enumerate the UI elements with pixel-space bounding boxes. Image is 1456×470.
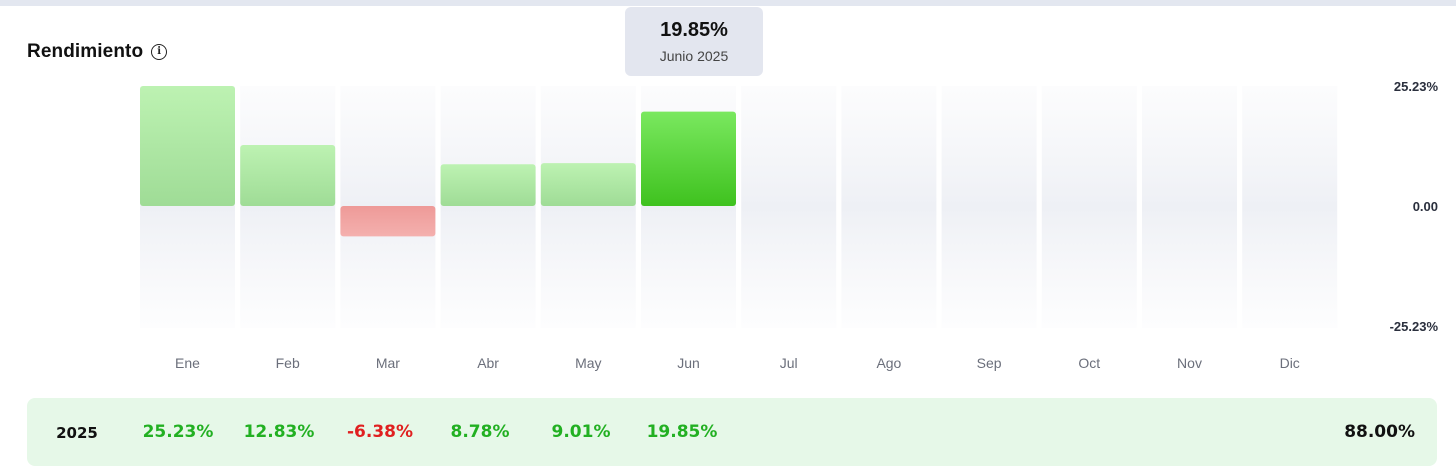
x-tick-label: Feb [276,355,300,371]
column-background[interactable] [1041,86,1137,328]
column-background[interactable] [1142,86,1237,328]
summary-value: 12.83% [243,422,315,442]
top-divider [0,0,1456,6]
bar-jun[interactable] [641,111,736,206]
column-backgrounds [140,86,1338,328]
column-background[interactable] [941,86,1037,328]
x-tick-label: May [575,355,601,371]
summary-value: 8.78% [450,422,510,442]
bar-feb[interactable] [240,144,336,206]
column-background[interactable] [240,86,336,328]
hover-tooltip: 19.85% Junio 2025 [625,7,763,76]
column-background[interactable] [1242,86,1338,328]
column-background[interactable] [540,86,636,328]
bar-may[interactable] [540,163,636,206]
x-tick-label: Jun [677,355,700,371]
info-icon[interactable]: i [151,44,168,60]
column-background[interactable] [841,86,937,328]
chart-header: Rendimiento i [27,41,168,63]
x-tick-label: Oct [1078,355,1100,371]
column-background[interactable] [440,86,536,328]
x-tick-label: Jul [780,355,798,371]
x-tick-label: Sep [977,355,1002,371]
column-background[interactable] [741,86,837,328]
tooltip-value: 19.85% [660,19,728,41]
summary-value: 19.85% [646,422,718,442]
bar-abr[interactable] [440,164,536,206]
bar-ene[interactable] [140,86,235,206]
summary-year: 2025 [56,424,98,442]
x-tick-label: Ene [175,355,200,371]
x-tick-label: Ago [876,355,901,371]
chart-title: Rendimiento [27,41,144,62]
summary-value: 25.23% [142,422,214,442]
y-tick-label: 0.00 [1413,199,1438,214]
yearly-summary-row: 2025 25.23% 12.83% -6.38% 8.78% 9.01% 19… [27,398,1437,466]
x-tick-label: Mar [376,355,400,371]
x-tick-label: Abr [477,355,499,371]
x-tick-label: Dic [1280,355,1300,371]
bars [140,86,736,237]
x-axis-labels: Ene Feb Mar Abr May Jun Jul Ago Sep Oct Nov Dic [175,355,1300,371]
summary-total: 88.00% [1344,422,1415,442]
performance-bar-chart: Ene Feb Mar Abr May Jun Jul Ago Sep Oct Nov Dic 25.… [140,79,1439,371]
bar-mar[interactable] [340,206,436,237]
x-tick-label: Nov [1177,355,1202,371]
y-tick-label: -25.23% [1390,319,1439,334]
tooltip-label: Junio 2025 [659,48,729,64]
summary-value: 9.01% [551,422,611,442]
y-axis-labels: 25.23% 0.00 -25.23% [1390,79,1439,334]
summary-value: -6.38% [346,422,414,442]
y-tick-label: 25.23% [1394,79,1439,94]
